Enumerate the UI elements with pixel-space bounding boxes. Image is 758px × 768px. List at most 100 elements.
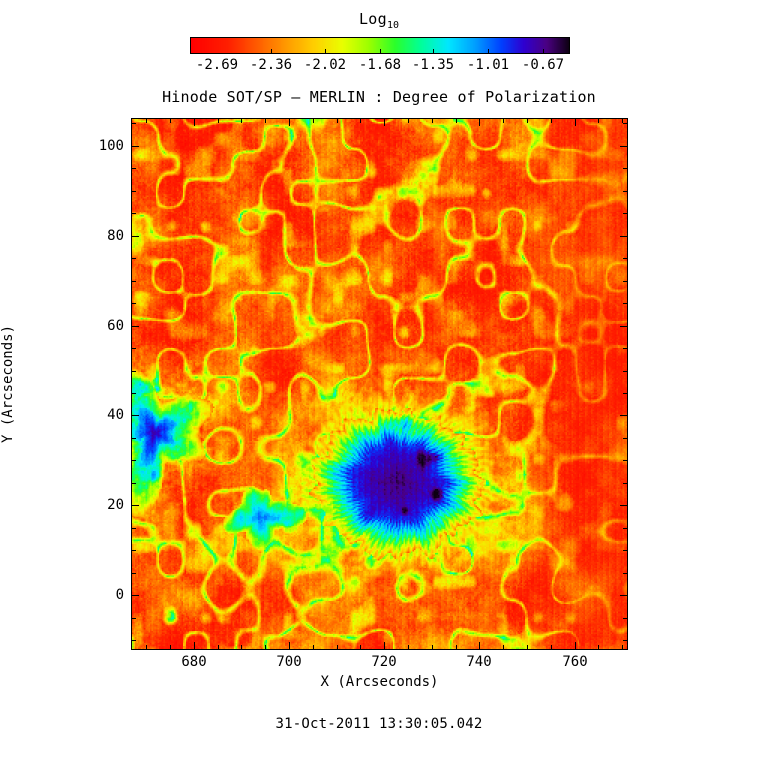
colorbar-title-subscript: 10	[386, 20, 400, 31]
x-axis-tick-label: 680	[181, 654, 207, 670]
axis-major-tick	[289, 119, 290, 126]
axis-minor-tick	[623, 460, 627, 461]
axis-minor-tick	[623, 213, 627, 214]
axis-major-tick	[384, 642, 385, 649]
axis-minor-tick	[551, 119, 552, 123]
axis-minor-tick	[132, 168, 136, 169]
axis-minor-tick	[623, 483, 627, 484]
colorbar-tick-label: -1.35	[411, 57, 455, 73]
axis-major-tick	[132, 236, 139, 237]
axis-major-tick	[479, 642, 480, 649]
axis-minor-tick	[132, 123, 136, 124]
axis-minor-tick	[132, 213, 136, 214]
axis-minor-tick	[623, 438, 627, 439]
axis-minor-tick	[623, 123, 627, 124]
y-axis-tick-label: 100	[98, 138, 124, 154]
axis-minor-tick	[132, 573, 136, 574]
axis-minor-tick	[598, 645, 599, 649]
axis-major-tick	[384, 119, 385, 126]
axis-minor-tick	[623, 303, 627, 304]
colorbar-tick-labels: -2.69 -2.36 -2.02 -1.68 -1.35 -1.01 -0.67	[0, 57, 758, 75]
x-axis-tick-label: 760	[562, 654, 588, 670]
axis-minor-tick	[598, 119, 599, 123]
colorbar-tick	[543, 49, 544, 54]
axis-minor-tick	[360, 119, 361, 123]
axis-minor-tick	[551, 645, 552, 649]
axis-major-tick	[620, 236, 627, 237]
axis-minor-tick	[132, 191, 136, 192]
axis-minor-tick	[623, 573, 627, 574]
axis-minor-tick	[132, 281, 136, 282]
axis-minor-tick	[218, 645, 219, 649]
axis-minor-tick	[132, 460, 136, 461]
colorbar-title-text: Log	[358, 10, 387, 28]
axis-minor-tick	[132, 348, 136, 349]
axis-minor-tick	[218, 119, 219, 123]
axis-minor-tick	[456, 119, 457, 123]
axis-minor-tick	[623, 618, 627, 619]
colorbar	[190, 37, 570, 54]
axis-major-tick	[620, 505, 627, 506]
axis-minor-tick	[132, 393, 136, 394]
y-axis-tick-label: 60	[107, 318, 124, 334]
axis-minor-tick	[170, 119, 171, 123]
x-axis-title: X (Arcseconds)	[320, 674, 439, 690]
axis-minor-tick	[337, 645, 338, 649]
axis-minor-tick	[313, 645, 314, 649]
colorbar-tick-label: -2.36	[249, 57, 293, 73]
axis-minor-tick	[146, 645, 147, 649]
axis-minor-tick	[132, 640, 136, 641]
axis-minor-tick	[132, 303, 136, 304]
colorbar-tick-label: -1.68	[358, 57, 402, 73]
axis-minor-tick	[132, 618, 136, 619]
axis-minor-tick	[241, 119, 242, 123]
y-axis-title: Y (Arcseconds)	[0, 324, 16, 444]
axis-minor-tick	[527, 645, 528, 649]
axis-minor-tick	[456, 645, 457, 649]
y-axis-tick-label: 40	[107, 407, 124, 423]
axis-minor-tick	[132, 528, 136, 529]
colorbar-tick-label: -0.67	[521, 57, 565, 73]
axis-minor-tick	[170, 645, 171, 649]
colorbar-tick	[325, 49, 326, 54]
axis-minor-tick	[623, 191, 627, 192]
axis-minor-tick	[623, 168, 627, 169]
axis-minor-tick	[432, 119, 433, 123]
axis-minor-tick	[623, 348, 627, 349]
y-axis-tick-label: 80	[107, 228, 124, 244]
axis-minor-tick	[623, 371, 627, 372]
axis-minor-tick	[503, 645, 504, 649]
x-axis-tick-label: 720	[371, 654, 397, 670]
axis-major-tick	[479, 119, 480, 126]
x-axis-tick-label: 740	[466, 654, 492, 670]
axis-major-tick	[132, 326, 139, 327]
axis-minor-tick	[623, 528, 627, 529]
axis-minor-tick	[132, 371, 136, 372]
axis-minor-tick	[265, 119, 266, 123]
axis-major-tick	[194, 642, 195, 649]
x-axis-tick-label: 700	[276, 654, 302, 670]
axis-minor-tick	[132, 483, 136, 484]
y-axis-tick-label: 0	[115, 587, 124, 603]
axis-minor-tick	[408, 645, 409, 649]
axis-major-tick	[575, 119, 576, 126]
axis-major-tick	[132, 595, 139, 596]
page-title: Hinode SOT/SP — MERLIN : Degree of Polar…	[162, 88, 596, 106]
axis-major-tick	[289, 642, 290, 649]
axis-minor-tick	[360, 645, 361, 649]
axis-major-tick	[194, 119, 195, 126]
colorbar-gradient	[190, 37, 570, 54]
axis-minor-tick	[265, 645, 266, 649]
axis-minor-tick	[337, 119, 338, 123]
axis-major-tick	[620, 326, 627, 327]
axis-minor-tick	[623, 393, 627, 394]
axis-minor-tick	[623, 550, 627, 551]
axis-major-tick	[620, 415, 627, 416]
axis-minor-tick	[146, 119, 147, 123]
colorbar-tick-label: -1.01	[466, 57, 510, 73]
y-axis-tick-label: 20	[107, 497, 124, 513]
axis-major-tick	[132, 146, 139, 147]
axis-minor-tick	[132, 438, 136, 439]
axis-minor-tick	[623, 640, 627, 641]
axis-minor-tick	[313, 119, 314, 123]
